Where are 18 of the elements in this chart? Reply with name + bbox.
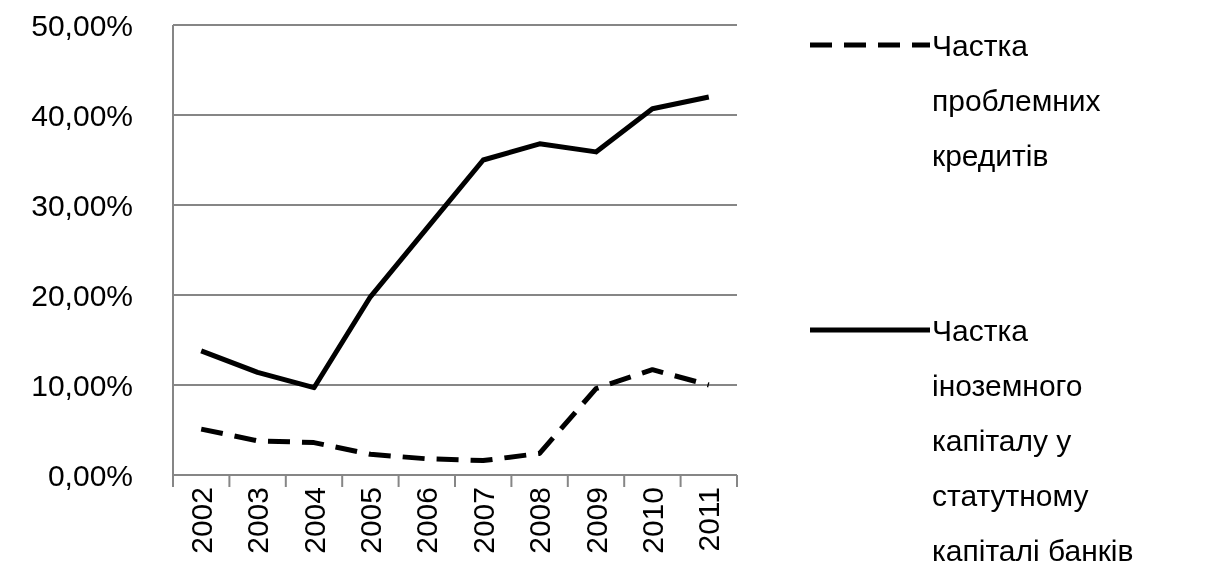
x-tick-label: 2003	[241, 487, 275, 554]
y-tick-label: 50,00%	[31, 8, 133, 42]
y-tick-label: 20,00%	[31, 278, 133, 312]
x-tick-label: 2011	[692, 487, 726, 552]
legend-label: Частка іноземного капіталу у статутному капіталі банків	[932, 314, 1134, 567]
x-tick-label: 2005	[353, 487, 387, 554]
y-tick-label: 40,00%	[31, 98, 133, 132]
x-tick-label: 2006	[410, 487, 444, 554]
x-tick-label: 2007	[466, 487, 500, 554]
x-tick-label: 2008	[523, 487, 557, 554]
y-tick-label: 30,00%	[31, 188, 133, 222]
x-tick-label: 2002	[184, 487, 218, 554]
x-tick-label: 2009	[579, 487, 613, 554]
legend-label: Частка проблемних кредитів	[932, 29, 1101, 172]
y-tick-label: 10,00%	[31, 368, 133, 402]
x-tick-label: 2010	[635, 487, 669, 554]
y-tick-label: 0,00%	[47, 458, 133, 492]
x-tick-label: 2004	[297, 487, 331, 554]
